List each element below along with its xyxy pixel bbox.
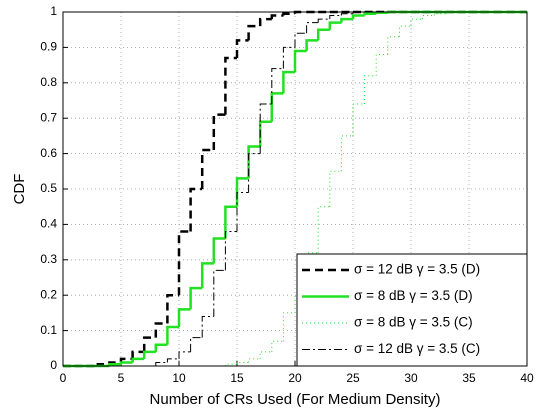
legend-label: σ = 12 dB γ = 3.5 (D) [354, 262, 480, 277]
x-tick-label: 5 [118, 371, 125, 385]
legend-label: σ = 8 dB γ = 3.5 (D) [354, 288, 473, 303]
step [247, 24, 261, 41]
step [131, 350, 145, 359]
step [189, 187, 203, 232]
x-tick-label: 0 [60, 371, 67, 385]
y-tick-label: 0.9 [40, 40, 57, 54]
step [131, 357, 145, 363]
step [213, 269, 226, 317]
step [282, 312, 295, 342]
step [306, 22, 319, 34]
step [236, 361, 249, 365]
step [351, 14, 365, 20]
y-tick-label: 0.6 [40, 146, 57, 160]
step [328, 21, 342, 30]
step [201, 315, 214, 338]
plot-frame [62, 11, 528, 367]
step [340, 17, 353, 23]
step [374, 11, 388, 14]
step [235, 39, 249, 59]
x-tick-label: 10 [172, 371, 186, 385]
step [142, 336, 156, 352]
step [177, 308, 191, 328]
step [178, 351, 191, 359]
step [258, 120, 272, 147]
step [282, 70, 295, 94]
step [305, 39, 319, 51]
step [247, 145, 261, 179]
step [282, 12, 295, 16]
series-line [63, 11, 527, 367]
step [189, 286, 203, 310]
y-tick-label: 0.3 [40, 252, 57, 266]
step [236, 192, 249, 232]
step [364, 75, 377, 105]
y-tick-label: 0.8 [40, 75, 57, 89]
step [166, 293, 179, 324]
step [224, 56, 237, 115]
step [224, 230, 237, 271]
step [212, 113, 226, 151]
y-tick-label: 1 [50, 4, 57, 18]
step [166, 325, 179, 345]
step [212, 237, 226, 264]
x-tick-label: 15 [230, 371, 244, 385]
step [142, 350, 156, 359]
step [154, 322, 168, 338]
y-tick-label: 0.7 [40, 110, 57, 124]
legend-label: σ = 12 dB γ = 3.5 (C) [354, 341, 480, 356]
y-tick-label: 0.4 [40, 217, 57, 231]
step [200, 262, 214, 289]
x-tick-label: 35 [462, 371, 476, 385]
x-tick-label: 40 [520, 371, 534, 385]
step [294, 32, 307, 48]
step [248, 153, 261, 193]
step [316, 28, 330, 41]
step [108, 362, 121, 366]
step [293, 49, 307, 73]
step [363, 12, 377, 16]
step [259, 103, 272, 154]
step [317, 18, 330, 23]
step [224, 205, 237, 239]
y-tick-label: 0 [50, 358, 57, 372]
step [270, 92, 284, 122]
step [271, 68, 284, 105]
step [329, 15, 342, 20]
x-tick-label: 20 [288, 371, 302, 385]
step [445, 11, 458, 14]
y-tick-label: 0.2 [40, 287, 57, 301]
y-tick-label: 0.5 [40, 181, 57, 195]
x-tick-label: 25 [346, 371, 360, 385]
y-axis-label: CDF [11, 174, 28, 205]
step [119, 361, 133, 365]
legend-label: σ = 8 dB γ = 3.5 (C) [354, 315, 473, 330]
step [340, 13, 353, 16]
step [200, 148, 214, 189]
step [282, 46, 295, 69]
legend-box [296, 253, 528, 367]
y-tick-label: 0.1 [40, 323, 57, 337]
x-axis-label: Number of CRs Used (For Medium Density) [150, 391, 441, 408]
step [224, 363, 237, 366]
step [375, 53, 388, 76]
step [154, 343, 168, 352]
x-tick-label: 30 [404, 371, 418, 385]
step [155, 361, 168, 366]
step [433, 13, 446, 16]
step [258, 17, 272, 27]
step [177, 230, 191, 296]
step [190, 337, 203, 352]
step [166, 358, 179, 363]
step [270, 14, 284, 20]
